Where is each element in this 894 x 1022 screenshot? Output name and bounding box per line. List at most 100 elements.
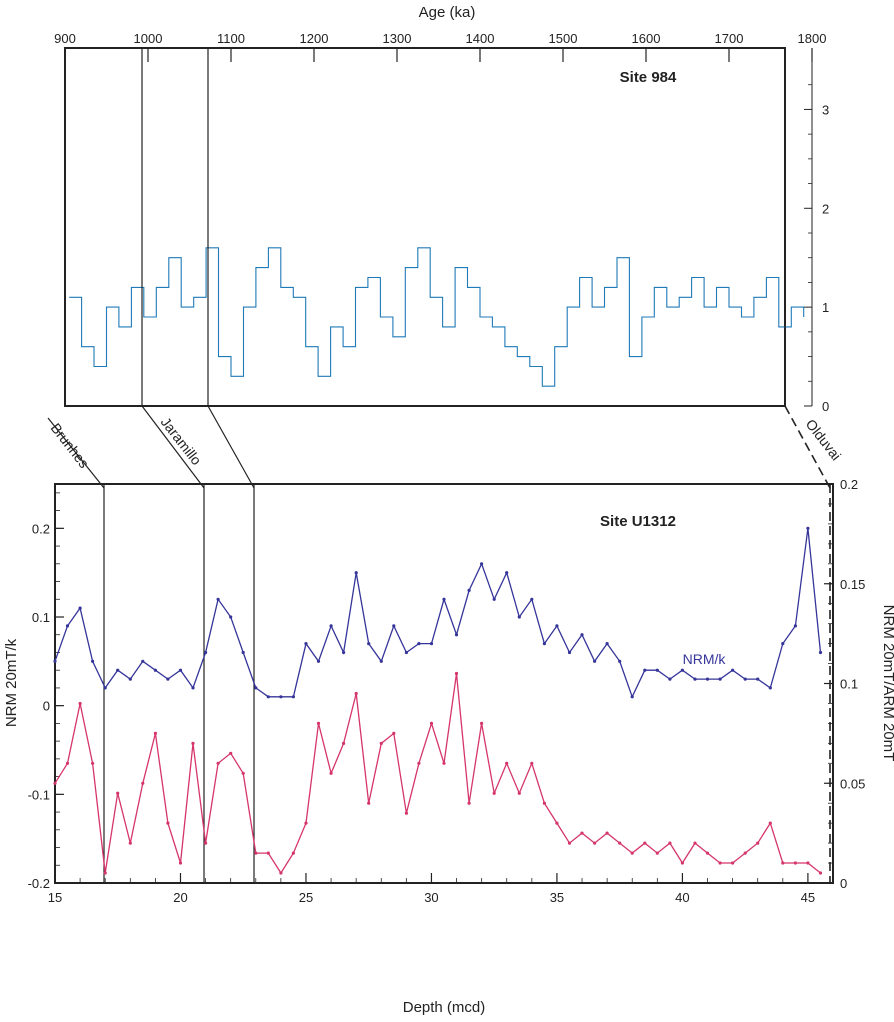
nrm-arm-point	[417, 761, 421, 765]
nrm-arm-point	[65, 761, 70, 765]
nrm-arm-point	[818, 871, 823, 875]
nrm-arm-point	[756, 841, 760, 845]
top-x-tick-label: 1500	[549, 31, 578, 46]
nrm-k-point	[65, 624, 70, 628]
bottom-plot-frame	[54, 483, 834, 884]
bottom-right-y-tick-label: 0.15	[840, 577, 865, 592]
nrm-arm-point	[153, 731, 157, 736]
nrm-arm-point	[229, 751, 233, 755]
nrm-k-point	[178, 668, 183, 672]
nrm-k-point	[630, 695, 634, 699]
nrm-k-point	[354, 571, 358, 575]
nrm-k-point	[166, 677, 170, 681]
chron-label-olduvai: Olduvai	[803, 416, 845, 463]
nrm-k-series-line	[54, 528, 822, 699]
nrm-arm-point	[542, 801, 547, 805]
nrm-k-point	[655, 668, 659, 672]
bottom-right-y-ticks: 0 0.05 0.1 0.15 0.2	[824, 477, 865, 891]
bottom-series-group	[53, 526, 823, 875]
nrm-k-point	[216, 597, 220, 601]
top-y-tick-label: 3	[822, 102, 829, 117]
nrm-k-point	[454, 633, 459, 637]
top-x-axis-title: Age (ka)	[419, 4, 476, 21]
nrm-k-point	[806, 526, 810, 530]
bottom-x-tick-label: 45	[801, 890, 815, 905]
bottom-left-y-tick-label: 0.2	[32, 521, 50, 536]
nrm-arm-point	[342, 741, 346, 746]
nrm-k-point	[342, 650, 346, 655]
nrm-arm-point	[379, 741, 383, 746]
nrm-arm-point	[241, 771, 245, 775]
nrm-arm-point	[492, 791, 496, 795]
top-y-tick-label: 2	[822, 201, 829, 216]
nrm-arm-point	[630, 851, 634, 855]
nrm-k-point	[379, 659, 383, 663]
bottom-x-tick-label: 35	[550, 890, 564, 905]
nrm-arm-point	[266, 851, 270, 855]
nrm-arm-point	[178, 861, 183, 865]
nrm-arm-point	[593, 841, 597, 845]
nrm-k-point	[204, 650, 208, 655]
nrm-arm-point	[367, 801, 371, 805]
nrm-arm-point	[128, 841, 132, 845]
site-984-series-line	[69, 247, 805, 387]
nrm-k-point	[580, 633, 584, 637]
nrm-k-point	[593, 659, 597, 663]
nrm-arm-point	[454, 671, 459, 676]
nrm-arm-point	[781, 861, 785, 865]
nrm-k-point	[103, 686, 107, 690]
nrm-arm-point	[103, 871, 107, 875]
nrm-k-point	[266, 695, 270, 699]
nrm-arm-point	[668, 841, 672, 845]
nrm-arm-point	[793, 861, 798, 865]
top-y-tick-label: 0	[822, 399, 829, 414]
bottom-x-axis-title: Depth (mcd)	[403, 999, 486, 1016]
bottom-left-y-ticks: -0.2 -0.1 0 0.1 0.2	[28, 492, 64, 891]
nrm-k-point	[404, 650, 408, 655]
chron-line-brunhes-connector	[141, 405, 205, 489]
nrm-arm-point	[655, 851, 659, 855]
bottom-left-y-axis-title: NRM 20mT/k	[3, 638, 20, 727]
top-x-tick-label: 1000	[134, 31, 163, 46]
chron-line-jaramillo-connector	[207, 405, 255, 489]
bottom-x-tick-label: 40	[675, 890, 689, 905]
bottom-right-y-tick-label: 0	[840, 876, 847, 891]
nrm-k-point	[567, 650, 572, 655]
nrm-arm-point	[806, 861, 810, 865]
nrm-arm-point	[442, 761, 446, 765]
nrm-arm-point	[693, 841, 697, 845]
nrm-arm-point	[467, 801, 471, 805]
nrm-k-point	[467, 588, 471, 593]
nrm-k-series-label: NRM/k	[683, 651, 727, 667]
nrm-arm-point	[517, 791, 521, 795]
bottom-right-y-axis-title: NRM 20mT/ARM 20mT	[880, 605, 894, 762]
site-u1312-title: Site U1312	[600, 513, 676, 530]
nrm-k-point	[768, 686, 772, 690]
nrm-k-point	[53, 659, 57, 663]
top-x-tick-label: 1100	[217, 31, 245, 46]
top-x-tick-label: 1200	[300, 31, 329, 46]
nrm-arm-point	[605, 831, 609, 835]
nrm-k-point	[542, 642, 547, 646]
nrm-k-point	[116, 668, 120, 672]
bottom-right-y-tick-label: 0.05	[840, 776, 865, 791]
site-984-title: Site 984	[620, 69, 677, 86]
nrm-arm-point	[316, 721, 321, 726]
nrm-arm-point	[705, 851, 710, 855]
top-x-ticks: 900 1000 1100 1200 1300 1400 1500 1600 1700 1800	[54, 31, 826, 62]
nrm-arm-point	[580, 831, 584, 835]
nrm-k-point	[417, 642, 421, 646]
nrm-k-point	[78, 606, 82, 610]
nrm-k-point	[316, 659, 321, 663]
nrm-arm-point	[216, 761, 220, 765]
nrm-arm-point	[480, 721, 484, 726]
nrm-k-point	[756, 677, 760, 681]
nrm-arm-point	[743, 851, 747, 855]
nrm-arm-point	[731, 861, 735, 865]
chron-line-brunhes-label-leader	[47, 417, 105, 489]
nrm-arm-point	[354, 691, 358, 696]
nrm-k-point	[555, 624, 559, 628]
top-x-tick-label: 1600	[632, 31, 661, 46]
top-plot-frame	[64, 47, 786, 407]
